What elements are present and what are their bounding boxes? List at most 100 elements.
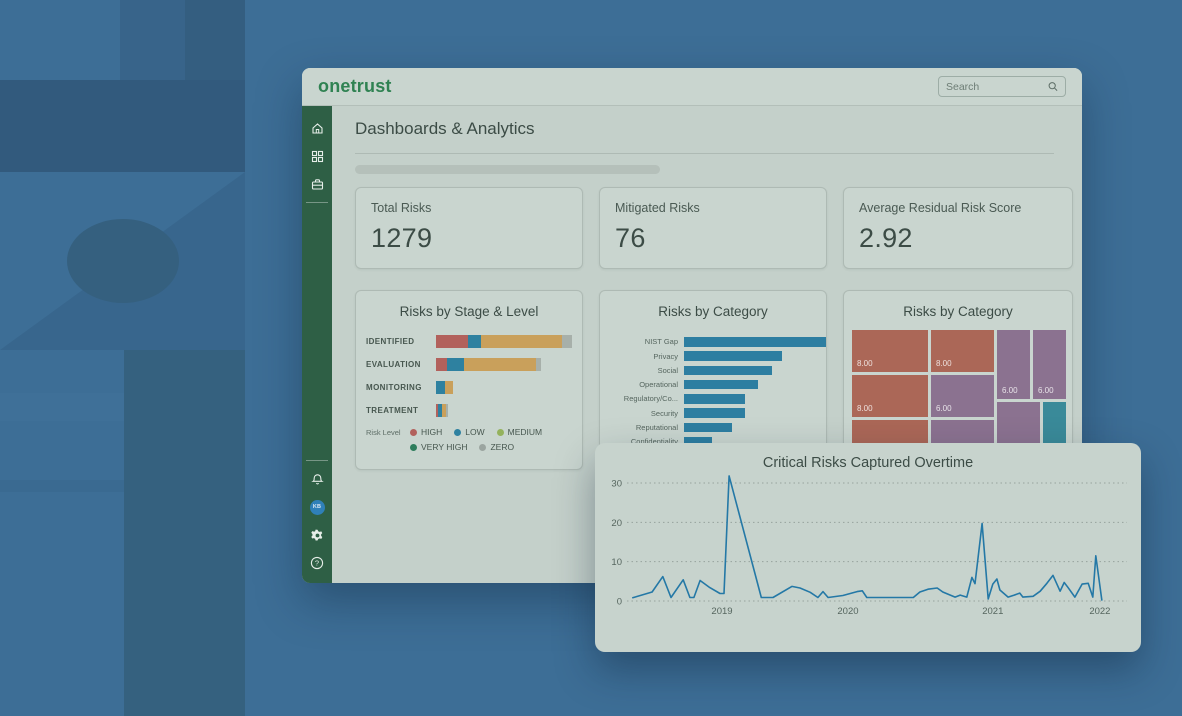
card-risks-by-stage-level: Risks by Stage & Level IDENTIFIED EVALUAT… (355, 290, 583, 470)
category-label: Reputational (635, 423, 678, 433)
avatar: KB (309, 499, 325, 515)
treemap-tile: 8.00 (931, 330, 994, 372)
bar-row: NIST Gap (600, 337, 826, 347)
sidebar-item-dashboards[interactable] (302, 142, 332, 170)
bar-row: Privacy (600, 351, 826, 361)
category-label: TREATMENT (366, 406, 419, 415)
legend-label: HIGH (421, 427, 443, 437)
avatar-initials: KB (312, 504, 322, 510)
bar-segment-medium (463, 358, 536, 371)
search-input[interactable] (946, 80, 1048, 93)
apps-grid-icon (311, 150, 323, 162)
stacked-bar-row: EVALUATION (366, 358, 572, 371)
search-icon (1048, 82, 1058, 91)
stacked-bar (436, 358, 572, 371)
stat-label: Total Risks (371, 201, 432, 215)
bar (684, 337, 826, 347)
bell-icon (310, 473, 324, 484)
legend-item: MEDIUM (496, 427, 543, 437)
legend-label: ZERO (490, 442, 515, 452)
bar-segment-zero (446, 404, 449, 417)
legend-dot (410, 443, 417, 451)
bar (684, 365, 773, 376)
briefcase-icon (311, 178, 323, 190)
legend-caption: Risk Level (366, 427, 401, 437)
legend-label: VERY HIGH (421, 442, 468, 452)
sidebar-divider (306, 460, 328, 461)
settings-gear-icon (310, 529, 322, 540)
stacked-bar (436, 404, 572, 417)
legend-dot (410, 428, 417, 436)
stat-value: 2.92 (859, 223, 913, 253)
bar (684, 437, 713, 447)
tile-value-label: 6.00 (1002, 386, 1018, 395)
bar (684, 379, 758, 390)
sidebar-item-settings[interactable] (302, 521, 332, 549)
treemap-tile: 6.00 (997, 330, 1030, 399)
legend-item: HIGH (410, 427, 442, 437)
category-label: MONITORING (366, 383, 422, 392)
y-axis-tick-label: 10 (611, 557, 622, 568)
bar-segment-low (438, 404, 443, 417)
bar-segment-low (467, 335, 481, 348)
stacked-bar-row: TREATMENT (366, 404, 572, 417)
svg-text:?: ? (315, 559, 319, 568)
legend-dot (479, 443, 487, 451)
stat-card-total-risks: Total Risks 1279 (355, 187, 583, 269)
bg-ellipse-shape (67, 219, 179, 303)
stat-label: Mitigated Risks (615, 201, 700, 215)
title-divider (355, 153, 1054, 154)
stacked-bar-row: MONITORING (366, 381, 572, 394)
sidebar-divider (306, 202, 328, 203)
stacked-bar-row: IDENTIFIED (366, 335, 572, 348)
category-label: NIST Gap (644, 337, 678, 347)
chart-title: Risks by Stage & Level (399, 304, 539, 319)
sidebar-item-home[interactable] (302, 114, 332, 142)
bg-column-shape (185, 0, 245, 80)
legend-label: LOW (465, 427, 485, 437)
app-header: onetrust (302, 68, 1082, 106)
sidebar-item-projects[interactable] (302, 170, 332, 198)
x-axis-tick-label: 2019 (711, 606, 732, 617)
x-axis-tick-label: 2022 (1089, 606, 1110, 617)
sidebar-item-notifications[interactable] (302, 465, 332, 493)
sidebar-item-help[interactable]: ? (302, 549, 332, 577)
category-label: Security (650, 408, 678, 418)
treemap-tile: 6.00 (931, 375, 994, 417)
bar-segment-zero (535, 358, 541, 371)
x-axis-tick-label: 2020 (837, 606, 858, 617)
bar-row: Security (600, 408, 826, 418)
category-label: IDENTIFIED (366, 337, 415, 346)
bar-segment-low (436, 381, 445, 394)
help-icon: ? (310, 556, 324, 570)
bar-segment-high (436, 358, 447, 371)
home-icon (311, 122, 323, 134)
sidebar: KB ? (302, 106, 332, 583)
page-title: Dashboards & Analytics (355, 119, 535, 138)
stat-value: 76 (615, 223, 646, 253)
tile-value-label: 8.00 (936, 359, 952, 368)
stacked-bar (436, 381, 572, 394)
bg-band-shape (0, 393, 124, 421)
bar-segment-medium (480, 335, 562, 348)
legend-label: MEDIUM (507, 427, 543, 437)
stacked-bar (436, 335, 572, 348)
category-label: Privacy (653, 351, 678, 361)
sidebar-item-profile[interactable]: KB (302, 493, 332, 521)
treemap-tile: 8.00 (852, 330, 928, 372)
bar-row: Operational (600, 379, 826, 390)
bar-segment-zero (561, 335, 572, 348)
legend-dot (454, 428, 462, 436)
search-box[interactable] (938, 76, 1066, 97)
chart-title: Risks by Category (903, 304, 1013, 319)
bar-segment-low (446, 358, 464, 371)
tile-value-label: 6.00 (1038, 386, 1054, 395)
line-chart: 0 10 20 30 2019 2020 2021 2022 (611, 475, 1127, 617)
legend-dot (496, 428, 504, 436)
bar-chart: NIST Gap Privacy Social Operational Regulato… (600, 337, 826, 447)
tile-value-label: 6.00 (936, 404, 952, 413)
category-label: Regulatory/Co... (623, 394, 678, 404)
stat-label: Average Residual Risk Score (859, 201, 1022, 215)
legend-item: VERY HIGH (410, 442, 467, 452)
